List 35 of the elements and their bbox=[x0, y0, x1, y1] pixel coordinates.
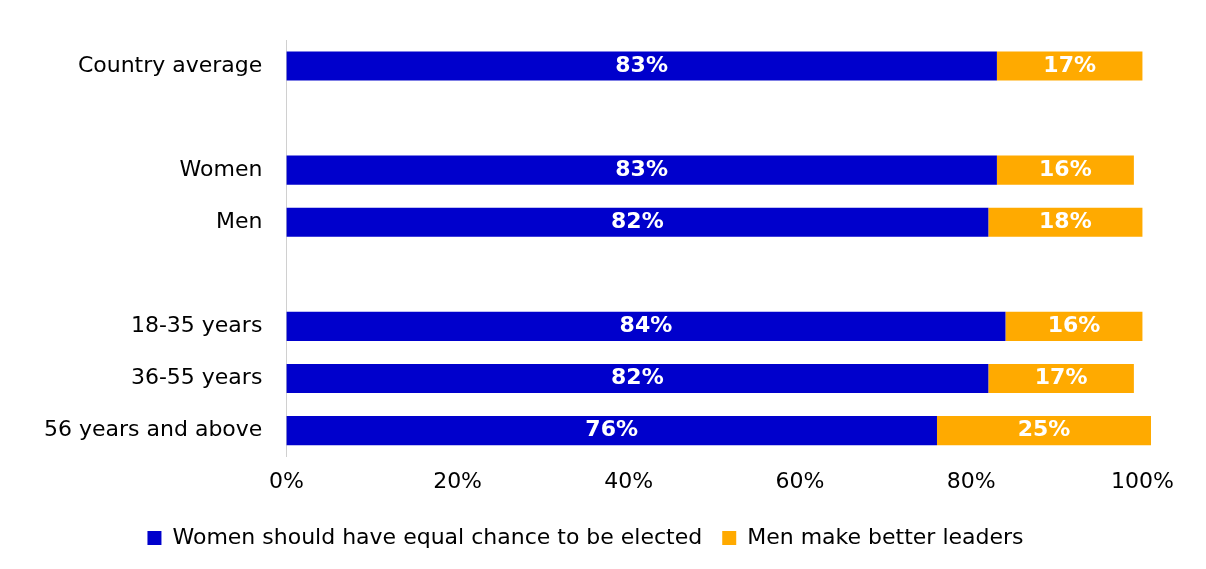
data-label: 82% bbox=[611, 207, 664, 233]
bar bbox=[286, 155, 997, 185]
x-tick-label: 80% bbox=[946, 467, 996, 493]
y-tick-label: Men bbox=[215, 207, 263, 233]
data-label: 17% bbox=[1043, 51, 1097, 77]
y-tick-label: 56 years and above bbox=[43, 416, 263, 442]
x-tick-label: 100% bbox=[1110, 467, 1174, 493]
legend-label: Men make better leaders bbox=[747, 523, 1024, 549]
bar bbox=[286, 51, 997, 81]
bar bbox=[286, 415, 937, 446]
x-tick-label: 20% bbox=[433, 467, 483, 493]
data-label: 83% bbox=[615, 51, 668, 77]
y-tick-label: 18-35 years bbox=[130, 312, 263, 338]
data-label: 25% bbox=[1017, 416, 1071, 442]
data-label: 83% bbox=[615, 155, 668, 181]
bar bbox=[996, 51, 1143, 81]
y-tick-label: 36-55 years bbox=[130, 364, 263, 390]
bar bbox=[286, 363, 989, 394]
data-label: 17% bbox=[1034, 364, 1088, 390]
bar bbox=[936, 415, 1151, 446]
data-label: 84% bbox=[619, 312, 673, 338]
bar bbox=[988, 363, 1134, 394]
legend-label: Women should have equal chance to be elected bbox=[172, 523, 703, 549]
data-label: 16% bbox=[1039, 155, 1092, 181]
bar bbox=[286, 207, 989, 237]
x-tick-label: 40% bbox=[604, 467, 654, 493]
x-tick-label: 0% bbox=[268, 467, 304, 493]
y-tick-label: Country average bbox=[77, 51, 263, 77]
data-label: 76% bbox=[585, 416, 639, 442]
data-label: 16% bbox=[1047, 312, 1101, 338]
bar bbox=[286, 311, 1006, 341]
data-label: 82% bbox=[611, 364, 664, 390]
x-tick-label: 60% bbox=[775, 467, 825, 493]
data-label: 18% bbox=[1039, 207, 1092, 233]
y-tick-label: Women bbox=[179, 155, 263, 181]
